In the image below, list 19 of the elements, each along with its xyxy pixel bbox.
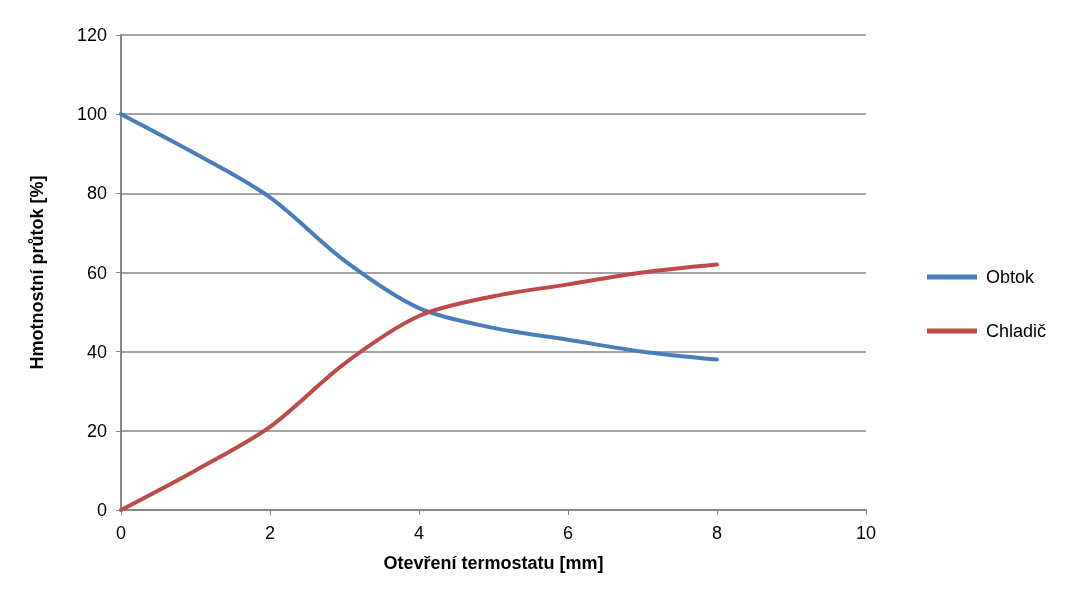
y-axis-title: Hmotnostní průtok [%] (27, 175, 47, 370)
legend-label: Obtok (985, 267, 1035, 287)
x-tick-label: 6 (562, 523, 574, 543)
legend-label: Chladič (985, 321, 1046, 341)
x-tick-label: 2 (264, 523, 276, 543)
y-tick-label: 20 (86, 420, 107, 441)
x-tick-label: 0 (115, 523, 127, 543)
x-tick-label: 10 (855, 523, 877, 543)
line-series (119, 112, 719, 362)
y-tick-label: 60 (86, 262, 107, 283)
y-tick-label: 100 (76, 104, 107, 125)
y-tick-label: 40 (86, 341, 107, 362)
line-series (119, 262, 719, 512)
y-tick-label: 0 (96, 500, 107, 520)
x-tick-label: 8 (711, 523, 723, 543)
y-tick-label: 80 (86, 183, 107, 204)
y-tick-label: 120 (76, 25, 107, 45)
x-axis-title: Otevření termostatu [mm] (383, 553, 604, 573)
x-tick-label: 4 (413, 523, 425, 543)
